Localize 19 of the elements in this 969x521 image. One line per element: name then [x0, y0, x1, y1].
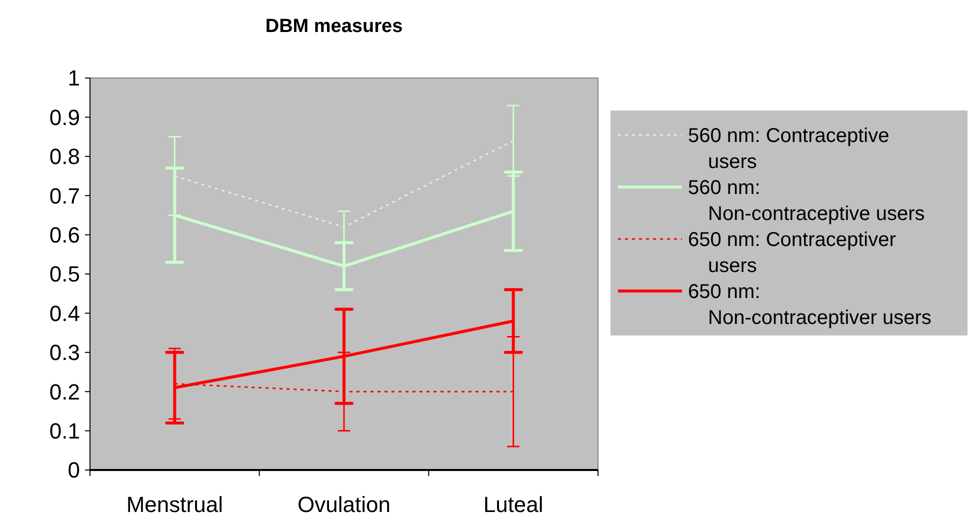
chart-title: DBM measures — [265, 16, 403, 37]
y-tick-label: 0.7 — [49, 183, 80, 208]
y-tick-label: 1 — [68, 66, 80, 91]
y-tick-label: 0.3 — [49, 340, 80, 366]
legend-label: 650 nm: Contraceptiver users — [688, 229, 896, 277]
y-tick-label: 0.8 — [49, 144, 80, 170]
y-tick-label: 0.1 — [49, 418, 80, 444]
y-tick-label: 0.2 — [49, 379, 80, 404]
x-tick-label: Luteal — [483, 492, 544, 517]
legend-label: 650 nm: Non-contraceptiver users — [688, 281, 932, 329]
x-tick-label: Ovulation — [298, 492, 390, 517]
x-tick-label: Menstrual — [126, 492, 223, 517]
legend-label: 560 nm: Contraceptive users — [688, 125, 890, 173]
y-tick-label: 0.6 — [49, 222, 80, 248]
y-tick-label: 0 — [68, 458, 80, 483]
y-tick-label: 0.5 — [49, 262, 80, 287]
y-tick-label: 0.4 — [49, 300, 80, 326]
legend-label: 560 nm: Non-contraceptive users — [688, 177, 925, 225]
y-tick-label: 0.9 — [49, 104, 80, 130]
